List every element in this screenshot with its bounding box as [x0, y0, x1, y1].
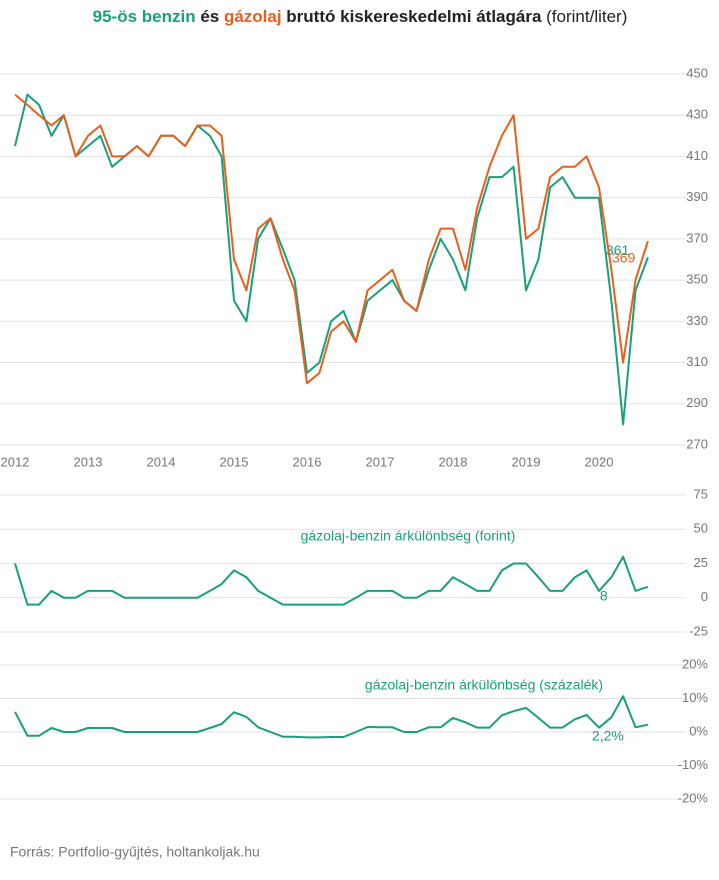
y-tick-label: 25: [694, 555, 708, 570]
y-tick-label: 410: [686, 148, 708, 163]
chart-title: 95-ös benzin és gázolaj bruttó kiskeresk…: [93, 7, 628, 26]
x-tick-label: 2013: [74, 454, 103, 469]
x-tick-label: 2012: [1, 454, 30, 469]
x-tick-label: 2019: [512, 454, 541, 469]
end-label: 2,2%: [592, 727, 624, 743]
x-tick-label: 2014: [147, 454, 176, 469]
x-tick-label: 2016: [293, 454, 322, 469]
y-tick-label: 390: [686, 189, 708, 204]
y-tick-label: 20%: [682, 656, 708, 671]
line: [14, 93, 649, 385]
y-tick-label: -10%: [678, 757, 709, 772]
line: [14, 695, 649, 739]
x-tick-label: 2015: [220, 454, 249, 469]
y-tick-label: -25: [689, 623, 708, 638]
annotation: gázolaj-benzin árkülönbség (százalék): [365, 677, 603, 693]
x-tick-label: 2020: [585, 454, 614, 469]
end-label: 369: [612, 250, 636, 266]
y-tick-label: 430: [686, 107, 708, 122]
y-tick-label: 450: [686, 65, 708, 80]
end-label: 361: [606, 242, 630, 258]
y-tick-label: 10%: [682, 690, 708, 705]
y-tick-label: 350: [686, 272, 708, 287]
x-tick-label: 2017: [366, 454, 395, 469]
title-unit: (forint/liter): [546, 7, 627, 26]
y-tick-label: 310: [686, 354, 708, 369]
y-tick-label: 270: [686, 436, 708, 451]
title-rest: bruttó kiskereskedelmi átlagára: [282, 7, 547, 26]
y-tick-label: 330: [686, 313, 708, 328]
title-and: és: [196, 7, 224, 26]
title-petrol: 95-ös benzin: [93, 7, 196, 26]
y-tick-label: 0%: [689, 723, 708, 738]
y-tick-label: 370: [686, 230, 708, 245]
end-label: 8: [600, 588, 608, 604]
source: Forrás: Portfolio-gyűjtés, holtankoljak.…: [10, 844, 260, 860]
line: [14, 93, 649, 426]
y-tick-label: 0: [701, 589, 708, 604]
line: [14, 555, 649, 606]
annotation: gázolaj-benzin árkülönbség (forint): [301, 528, 516, 544]
x-tick-label: 2018: [439, 454, 468, 469]
y-tick-label: 290: [686, 395, 708, 410]
y-tick-label: 75: [694, 486, 708, 501]
title-diesel: gázolaj: [224, 7, 282, 26]
y-tick-label: 50: [694, 521, 708, 536]
y-tick-label: -20%: [678, 790, 709, 805]
